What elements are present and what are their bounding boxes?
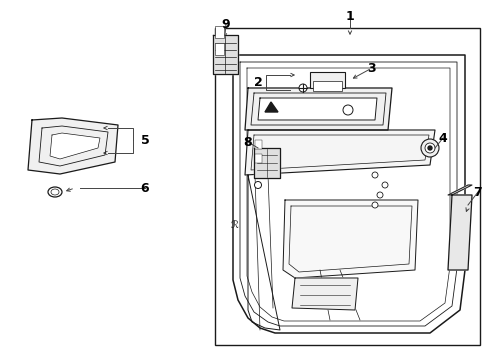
Text: 6: 6 [141, 181, 149, 194]
Circle shape [376, 192, 382, 198]
Text: 2: 2 [253, 76, 262, 89]
Bar [215, 26, 224, 38]
Circle shape [371, 202, 377, 208]
Polygon shape [283, 200, 417, 278]
Ellipse shape [420, 139, 438, 157]
Circle shape [254, 181, 261, 189]
Polygon shape [253, 148, 280, 178]
Text: ℛ: ℛ [231, 220, 238, 230]
Polygon shape [244, 88, 391, 130]
Polygon shape [258, 98, 376, 120]
Bar [254, 140, 262, 149]
Polygon shape [213, 35, 238, 74]
Text: 8: 8 [243, 135, 252, 149]
Text: 5: 5 [141, 134, 149, 147]
Circle shape [298, 84, 306, 92]
Polygon shape [291, 278, 357, 310]
Circle shape [381, 182, 387, 188]
Polygon shape [264, 102, 278, 112]
Polygon shape [232, 55, 464, 333]
Ellipse shape [51, 189, 59, 195]
Bar [215, 28, 479, 345]
Text: 7: 7 [473, 185, 481, 198]
Text: 4: 4 [438, 131, 447, 144]
Ellipse shape [48, 187, 62, 197]
Polygon shape [28, 118, 118, 174]
Polygon shape [50, 133, 100, 159]
Ellipse shape [424, 143, 434, 153]
Text: 3: 3 [367, 62, 376, 75]
Circle shape [342, 105, 352, 115]
Polygon shape [244, 130, 434, 175]
Bar [215, 43, 224, 55]
Ellipse shape [427, 146, 431, 150]
Text: 9: 9 [221, 18, 230, 31]
Bar [312, 81, 341, 91]
Polygon shape [447, 195, 471, 270]
Bar [309, 72, 345, 88]
Circle shape [371, 172, 377, 178]
Polygon shape [447, 185, 471, 195]
Bar [254, 154, 262, 163]
Text: 1: 1 [345, 9, 354, 23]
